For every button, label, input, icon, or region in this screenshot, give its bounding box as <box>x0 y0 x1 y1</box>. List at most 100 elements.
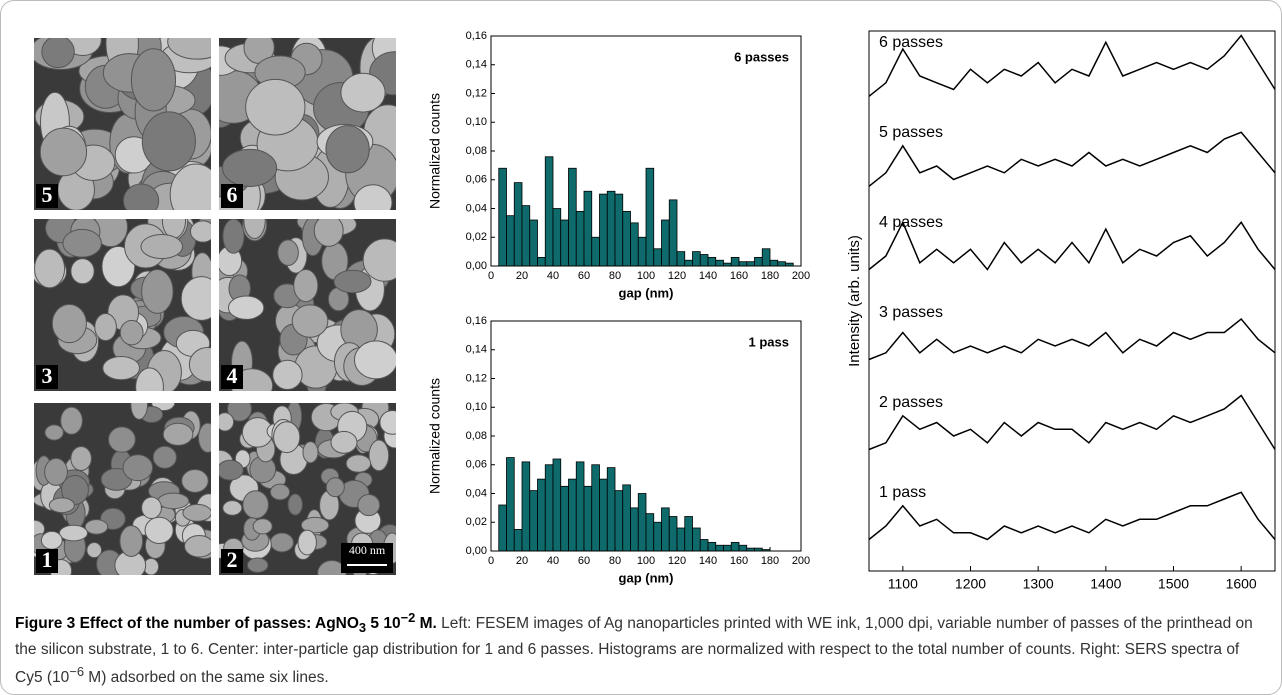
particle <box>141 269 174 314</box>
bar <box>777 261 786 267</box>
particle <box>44 424 64 441</box>
x-tick-label: 160 <box>730 270 748 282</box>
y-axis-label: Normalized counts <box>427 378 443 494</box>
x-tick-label: 1500 <box>1158 576 1189 592</box>
series-label: 2 passes <box>879 394 943 411</box>
particle <box>368 439 390 472</box>
particle <box>188 347 211 382</box>
x-tick-label: 60 <box>578 270 590 282</box>
label-box <box>221 184 243 208</box>
caption-title-text: Figure 3 Effect of the number of passes:… <box>15 615 359 633</box>
image-label: 4 <box>227 363 238 388</box>
series-label: 6 passes <box>879 34 943 51</box>
bar <box>676 527 686 552</box>
x-tick-label: 60 <box>578 555 590 567</box>
bar <box>715 259 724 267</box>
particle <box>41 38 75 69</box>
bar <box>715 544 724 552</box>
x-axis-label: gap (nm) <box>619 570 674 585</box>
bar <box>583 485 593 552</box>
bar <box>614 490 624 552</box>
particle <box>189 220 211 243</box>
x-axis-label: gap (nm) <box>619 285 674 300</box>
bar <box>568 167 577 267</box>
x-tick-label: 180 <box>761 270 779 282</box>
particle <box>122 183 160 210</box>
y-tick-label: 0,04 <box>466 487 487 499</box>
bar <box>513 182 523 267</box>
x-tick-label: 40 <box>547 555 559 567</box>
y-tick-label: 0,02 <box>466 516 487 528</box>
bar <box>676 251 686 267</box>
bar <box>537 478 546 552</box>
particle <box>277 239 299 266</box>
particle <box>44 457 68 486</box>
bar <box>537 256 546 267</box>
bar <box>622 484 631 552</box>
particles <box>219 219 396 391</box>
y-tick-label: 0,06 <box>466 174 487 186</box>
x-tick-label: 160 <box>730 555 748 567</box>
y-tick-label: 0,04 <box>466 202 487 214</box>
scale-box <box>341 543 393 573</box>
particle <box>51 303 87 344</box>
particle <box>219 412 235 432</box>
caption: Figure 3 Effect of the number of passes:… <box>15 607 1265 689</box>
y-tick-label: 0,10 <box>466 401 487 413</box>
particle <box>70 258 95 285</box>
bar <box>552 458 562 552</box>
particle <box>162 422 194 446</box>
bar <box>529 490 538 552</box>
bar <box>575 461 585 552</box>
particle <box>330 430 358 454</box>
particle <box>222 500 243 516</box>
caption-superscript: −2 <box>400 610 416 625</box>
particle <box>302 441 319 464</box>
particle <box>353 340 396 380</box>
bar <box>645 167 655 267</box>
bar <box>746 261 755 267</box>
particle <box>227 403 252 422</box>
x-tick-label: 120 <box>668 270 686 282</box>
bar <box>630 507 639 552</box>
bar <box>699 254 709 267</box>
particle <box>362 238 396 282</box>
bar <box>637 236 647 267</box>
image-label: 5 <box>42 182 53 207</box>
particle <box>141 496 162 520</box>
x-tick-label: 1600 <box>1226 576 1257 592</box>
bar <box>723 544 732 552</box>
bar <box>653 521 662 552</box>
bar <box>622 210 631 267</box>
particle <box>62 228 102 258</box>
particle <box>60 406 83 435</box>
y-tick-label: 0,06 <box>466 459 487 471</box>
bar <box>699 539 709 552</box>
x-tick-label: 1300 <box>1023 576 1054 592</box>
caption-text: M) adsorbed on the same six lines. <box>84 669 329 687</box>
bar <box>668 516 678 552</box>
x-tick-label: 1200 <box>955 576 986 592</box>
bar <box>707 541 717 552</box>
bar <box>684 516 693 552</box>
particle <box>293 268 319 303</box>
bar <box>769 259 779 267</box>
particle <box>181 469 209 493</box>
particle <box>291 304 329 338</box>
annotation: 6 passes <box>734 49 789 64</box>
particle <box>252 518 273 535</box>
caption-title-text: 5 10 <box>366 615 401 633</box>
bar <box>754 256 763 267</box>
particle <box>269 532 294 553</box>
bar <box>560 485 569 552</box>
image-label: 6 <box>227 182 238 207</box>
particle <box>273 421 301 454</box>
x-tick-label: 100 <box>637 270 655 282</box>
bar <box>560 219 569 267</box>
bar <box>583 190 593 267</box>
y-tick-label: 0,16 <box>466 315 487 327</box>
image-label: 3 <box>42 363 53 388</box>
spectrum-line <box>868 394 1276 451</box>
particle <box>34 248 66 289</box>
